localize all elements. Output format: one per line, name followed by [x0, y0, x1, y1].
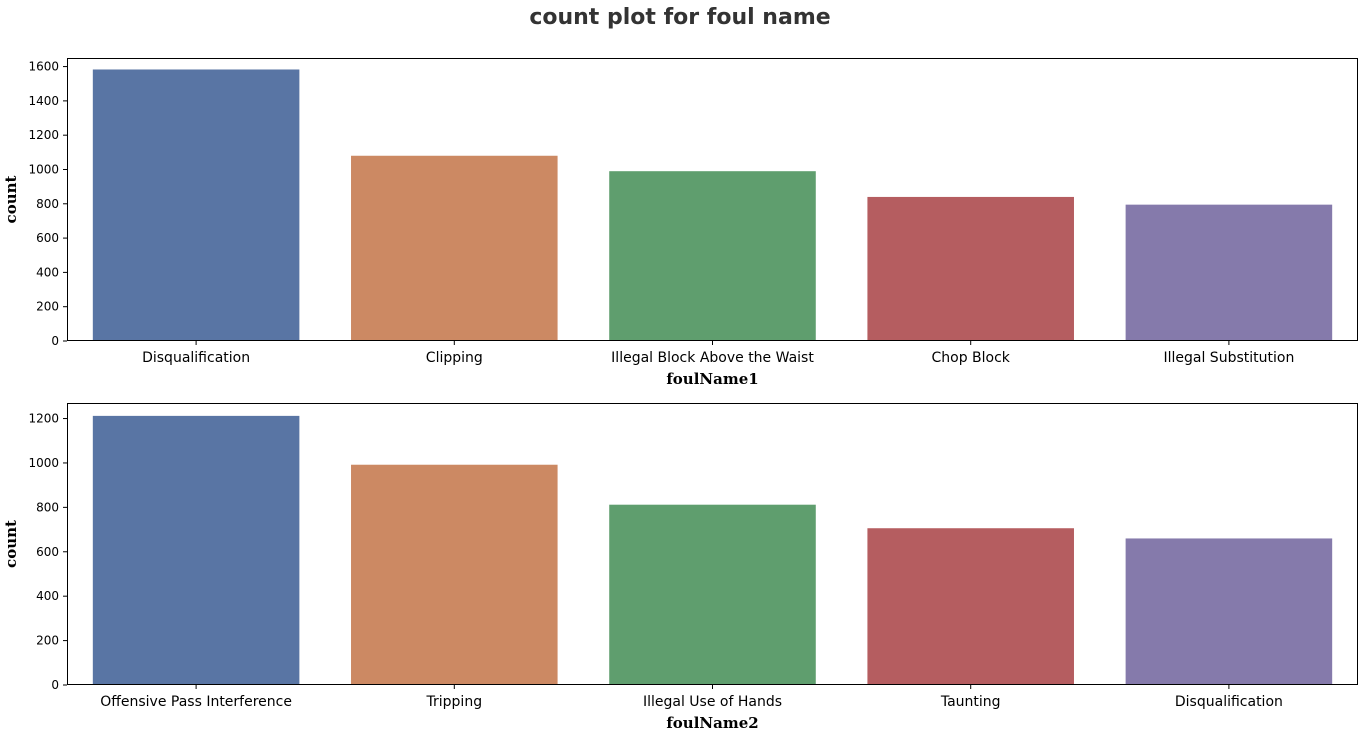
bar-1-4 [867, 196, 1074, 341]
bar-2-1 [92, 415, 300, 685]
bar-2-3 [609, 504, 816, 685]
foulname2-bar-chart: 0 200 400 600 800 1000 1200 Offensive Pass Inte… [2, 403, 1358, 732]
y-tick-label: 600 [36, 231, 59, 245]
bar-2-4 [867, 528, 1074, 685]
y-tick-label: 0 [51, 334, 59, 348]
y-tick-label: 0 [51, 678, 59, 692]
bar-1-3 [609, 171, 816, 341]
bar-1-1 [92, 69, 300, 342]
x-category-label: Illegal Block Above the Waist [611, 350, 814, 366]
x-category-label: Illegal Substitution [1163, 350, 1294, 366]
y-tick-label: 1000 [28, 162, 59, 176]
y-tick-label: 1200 [28, 412, 59, 426]
y-tick-label: 400 [36, 265, 59, 279]
x-axis-label: foulName2 [666, 714, 758, 732]
x-category-label: Clipping [426, 350, 483, 366]
y-tick-label: 800 [36, 197, 59, 211]
x-category-label: Tripping [426, 694, 483, 710]
x-category-label: Taunting [940, 694, 1001, 710]
y-tick-label: 1400 [28, 94, 59, 108]
plot-frame [67, 403, 1358, 685]
foulname1-bar-chart: 0 200 400 600 800 1000 1200 1400 1600 Disqualific… [2, 58, 1358, 388]
y-tick-label: 1600 [28, 60, 59, 74]
y-tick-label: 800 [36, 500, 59, 514]
x-category-label: Disqualification [1175, 694, 1283, 710]
bar-1-2 [351, 155, 558, 341]
x-category-label: Chop Block [931, 350, 1010, 366]
plot-frame [67, 58, 1358, 341]
y-tick-label: 200 [36, 300, 59, 314]
y-tick-label: 600 [36, 545, 59, 559]
y-axis-label: count [2, 520, 20, 568]
y-tick-label: 200 [36, 634, 59, 648]
y-axis-label: count [2, 175, 20, 223]
x-category-label: Disqualification [142, 350, 250, 366]
bar-2-2 [351, 464, 558, 685]
bar-2-5 [1125, 538, 1333, 685]
bar-1-5 [1125, 204, 1333, 341]
x-axis-label: foulName1 [666, 370, 758, 388]
figure-title: count plot for foul name [529, 5, 830, 30]
y-tick-label: 400 [36, 589, 59, 603]
x-category-label: Illegal Use of Hands [643, 694, 782, 710]
y-tick-label: 1000 [28, 456, 59, 470]
x-category-label: Offensive Pass Interference [100, 694, 292, 710]
y-tick-label: 1200 [28, 128, 59, 142]
